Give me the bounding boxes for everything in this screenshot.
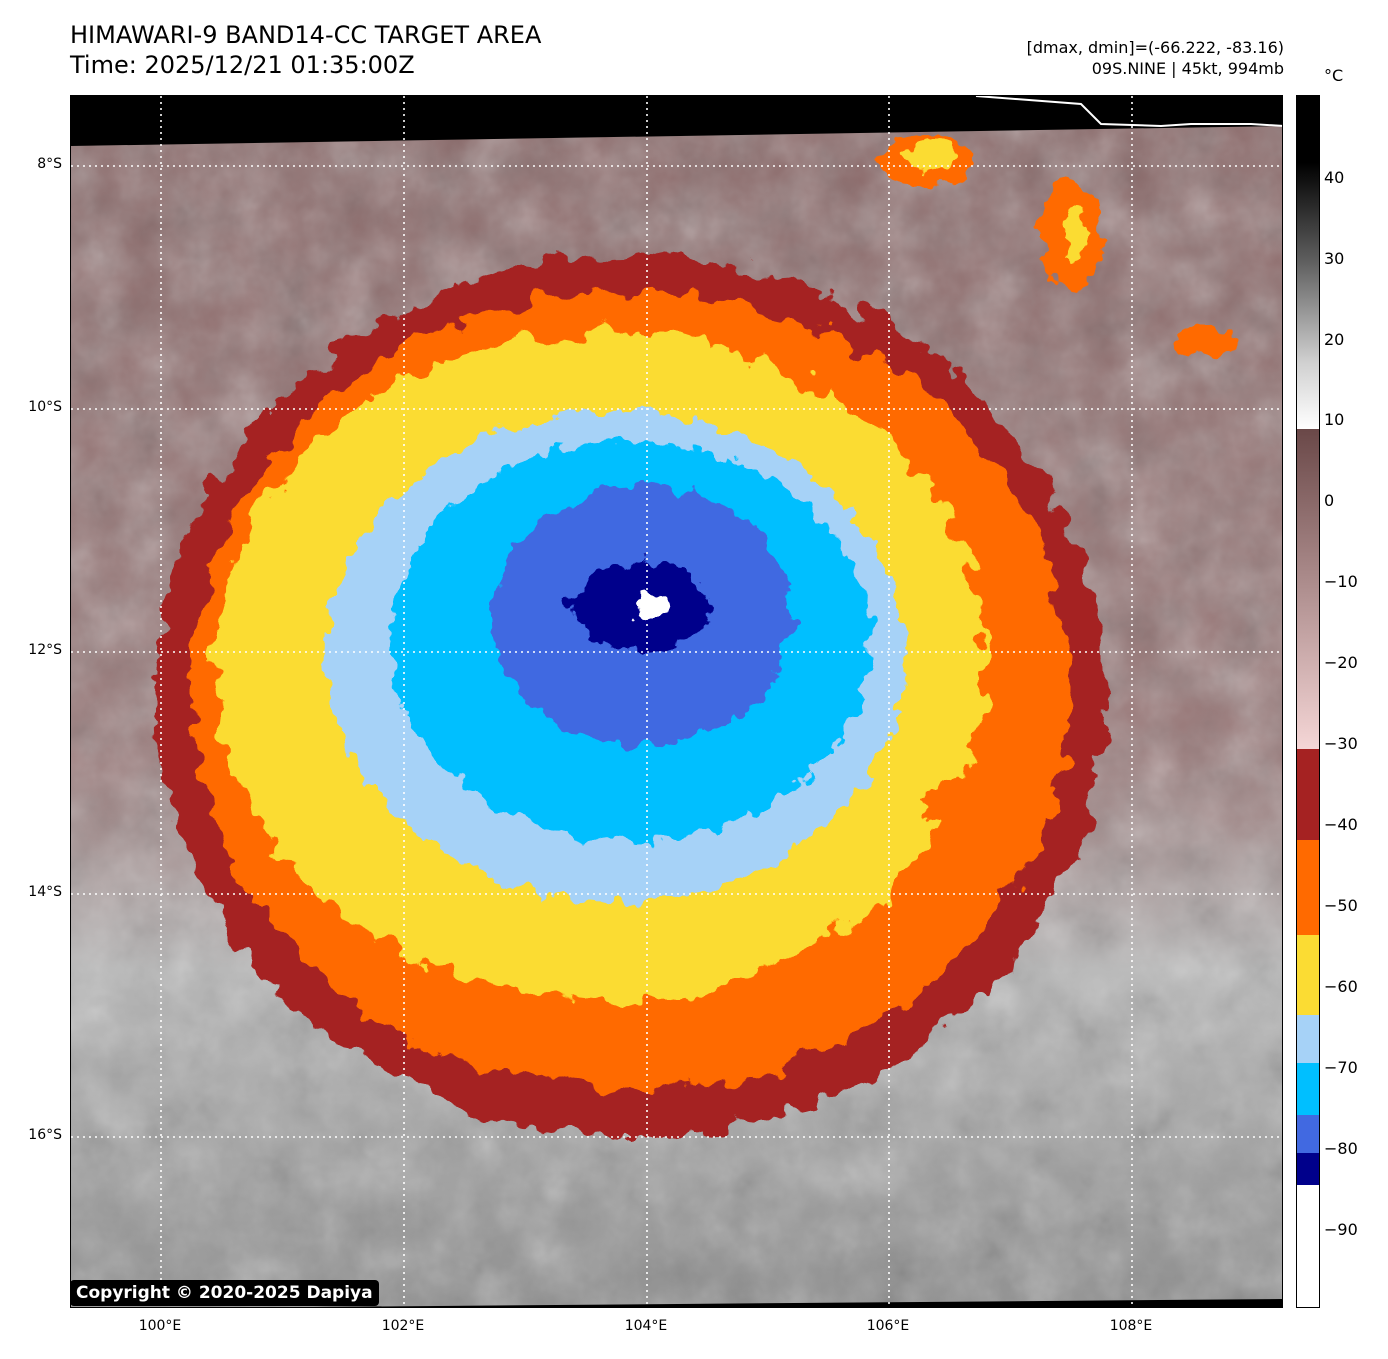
cb-gold	[1297, 935, 1319, 1015]
lon-label: 102°E	[381, 1318, 425, 1334]
lon-label: 100°E	[138, 1318, 182, 1334]
cb-navy	[1297, 1153, 1319, 1185]
lon-label: 106°E	[866, 1318, 910, 1334]
lat-label: 12°S	[28, 642, 62, 658]
colorbar-tick: −70	[1324, 1058, 1358, 1077]
dmax-dmin-text: [dmax, dmin]=(-66.222, -83.16)	[1026, 38, 1284, 57]
no-data-bottom	[313, 1299, 1282, 1307]
copyright-label: Copyright © 2020-2025 Dapiya	[70, 1280, 379, 1306]
lat-label: 8°S	[37, 156, 62, 172]
cold-core	[326, 411, 906, 901]
meta-info: [dmax, dmin]=(-66.222, -83.16) 09S.NINE …	[1027, 37, 1284, 79]
colorbar-tick: 10	[1324, 410, 1345, 429]
title-time: Time: 2025/12/21 01:35:00Z	[70, 51, 415, 79]
colorbar-tick: −40	[1324, 815, 1358, 834]
cloud-bands	[876, 136, 1234, 836]
colorbar-tick: −80	[1324, 1139, 1358, 1158]
lat-label: 16°S	[28, 1127, 62, 1143]
title-line-1: HIMAWARI-9 BAND14-CC TARGET AREA	[70, 21, 542, 49]
cb-brick-red	[1297, 749, 1319, 840]
lon-label: 108°E	[1109, 1318, 1153, 1334]
colorbar-tick: −10	[1324, 572, 1358, 591]
cb-light-blue	[1297, 1015, 1319, 1063]
satellite-map	[70, 95, 1283, 1308]
lat-label: 14°S	[28, 884, 62, 900]
coldest-spot	[633, 594, 665, 622]
lat-label: 10°S	[28, 399, 62, 415]
chart-title: HIMAWARI-9 BAND14-CC TARGET AREA Time: 2…	[70, 20, 541, 80]
colorbar-tick: −30	[1324, 734, 1358, 753]
colorbar-unit: °C	[1324, 66, 1344, 85]
cb-white	[1297, 1185, 1319, 1307]
no-data-top	[71, 96, 1282, 146]
colorbar-tick: −90	[1324, 1220, 1358, 1239]
colorbar-tick: −60	[1324, 977, 1358, 996]
cb-royal-blue	[1297, 1115, 1319, 1153]
coastline	[975, 96, 1282, 128]
cb-grayscale	[1297, 96, 1319, 429]
colorbar-tick: −20	[1324, 653, 1358, 672]
colorbar-tick: 0	[1324, 491, 1335, 510]
colorbar-tick: 20	[1324, 330, 1345, 349]
cb-mauve	[1297, 429, 1319, 749]
colorbar	[1296, 95, 1320, 1308]
colorbar-tick: 30	[1324, 249, 1345, 268]
cb-orange	[1297, 840, 1319, 935]
lon-label: 104°E	[624, 1318, 668, 1334]
satellite-image	[71, 96, 1282, 1307]
colorbar-tick: 40	[1324, 168, 1345, 187]
cb-sky-blue	[1297, 1063, 1319, 1115]
storm-info-text: 09S.NINE | 45kt, 994mb	[1091, 59, 1284, 78]
graticule	[71, 96, 1282, 1307]
colorbar-tick: −50	[1324, 896, 1358, 915]
